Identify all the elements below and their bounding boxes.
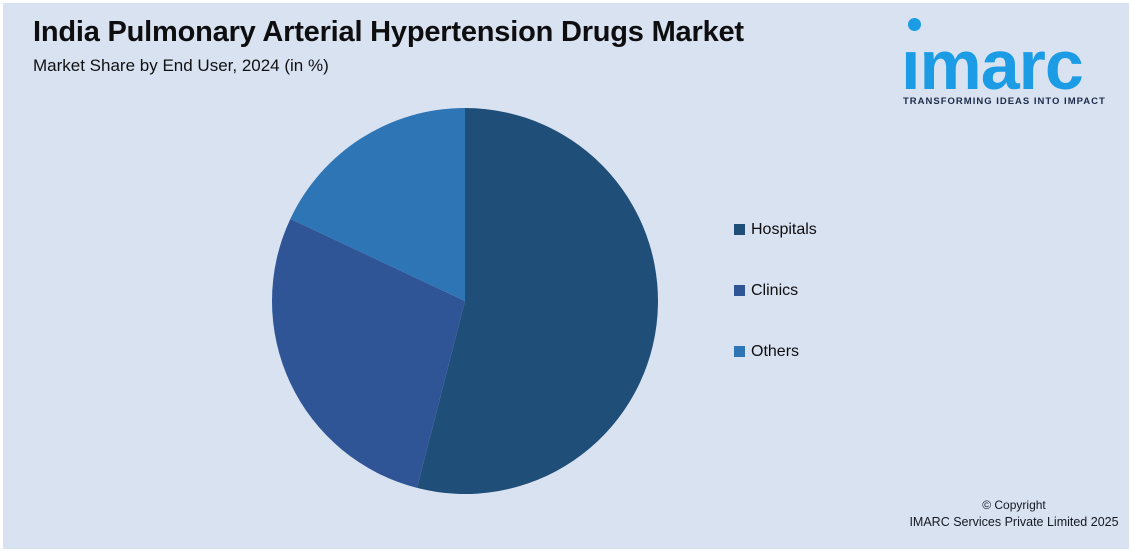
copyright-line2: IMARC Services Private Limited 2025	[909, 514, 1119, 529]
legend-item-clinics: Clinics	[734, 282, 817, 299]
pie-slice-hospitals	[417, 108, 658, 494]
legend-swatch-clinics-icon	[734, 285, 745, 296]
logo-i-dot-icon	[908, 18, 921, 31]
legend-swatch-others-icon	[734, 346, 745, 357]
legend-label-hospitals: Hospitals	[751, 220, 817, 238]
legend-item-hospitals: Hospitals	[734, 221, 817, 238]
legend-label-clinics: Clinics	[751, 281, 799, 299]
legend-label-others: Others	[751, 342, 800, 360]
pie-chart-svg	[272, 108, 658, 494]
pie-slice-others	[290, 108, 465, 301]
footer-copyright: © Copyright IMARC Services Private Limit…	[903, 497, 1125, 531]
pie-chart	[272, 108, 658, 494]
copyright-line1: © Copyright	[982, 498, 1046, 512]
imarc-logo: ımarc TRANSFORMING IDEAS INTO IMPACT	[901, 13, 1125, 108]
pie-slice-clinics	[272, 218, 465, 488]
legend-item-others: Others	[734, 343, 817, 360]
legend-swatch-hospitals-icon	[734, 224, 745, 235]
page-title: India Pulmonary Arterial Hypertension Dr…	[33, 16, 744, 48]
logo-wordmark: ımarc	[901, 26, 1084, 104]
header: India Pulmonary Arterial Hypertension Dr…	[33, 16, 744, 76]
page-subtitle: Market Share by End User, 2024 (in %)	[33, 56, 329, 76]
chart-legend: Hospitals Clinics Others	[734, 221, 817, 360]
logo-tagline: TRANSFORMING IDEAS INTO IMPACT	[903, 96, 1106, 107]
